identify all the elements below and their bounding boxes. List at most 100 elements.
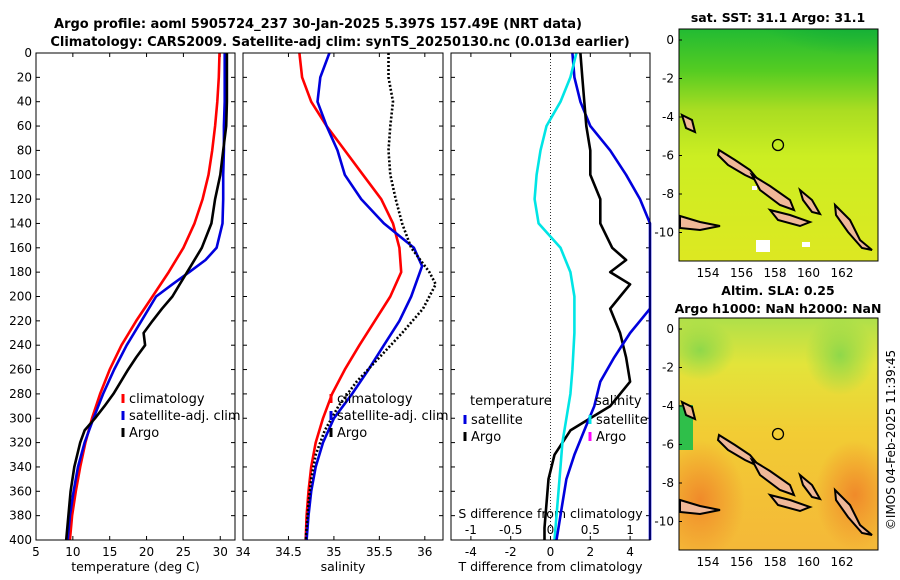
y-tick-label: 340	[9, 460, 32, 474]
map-x-tick-label: 154	[697, 266, 720, 280]
x-axis-label: T difference from climatology	[457, 559, 643, 574]
sst-map-ticks: 154 156 158 160 162 0 -2 -4 -6 -8 -10	[654, 33, 853, 280]
legend-label: Argo	[471, 430, 501, 445]
series-line-climatology	[298, 52, 403, 541]
x-tick-label: 36	[417, 545, 432, 559]
legend-label: Argo	[337, 426, 367, 441]
island-shape	[767, 493, 813, 513]
island-shape	[716, 148, 761, 183]
x-axis-label: temperature (deg C)	[71, 559, 200, 574]
series-line-salinity-argo	[555, 307, 652, 541]
map-x-tick-label: 162	[831, 555, 854, 569]
map-y-tick-label: -10	[654, 226, 674, 240]
island-shape	[680, 113, 697, 134]
y-tick-label: 0	[24, 46, 32, 60]
secondary-axis-label: S difference from climatology	[458, 506, 643, 521]
map-y-tick-label: 0	[666, 33, 674, 47]
y-tick-label: 120	[9, 192, 32, 206]
map-y-tick-label: -6	[662, 149, 674, 163]
y-tick-label: 40	[17, 95, 32, 109]
sst-map-warm-region	[690, 29, 878, 105]
sla-map: Altim. SLA: 0.25 Argo h1000: NaN h2000: …	[654, 283, 882, 569]
sla-map-coastlines	[679, 400, 873, 536]
island-shape	[679, 498, 721, 516]
y-tick-label: 280	[9, 387, 32, 401]
y-tick-label: 320	[9, 436, 32, 450]
sla-map-low-anomaly	[805, 318, 875, 395]
y-tick-label: 360	[9, 484, 32, 498]
title-line-2: Climatology: CARS2009. Satellite-adj cli…	[50, 35, 629, 50]
y-tick-label: 380	[9, 509, 32, 523]
plot-frame	[242, 52, 444, 541]
plot-frame	[450, 52, 651, 541]
island-shape	[749, 457, 796, 497]
plot-frame	[35, 52, 236, 541]
x-tick-label: 20	[139, 545, 154, 559]
x-tick-label: 34.5	[275, 545, 302, 559]
y-tick-label: 220	[9, 314, 32, 328]
map-y-tick-label: 0	[666, 322, 674, 336]
sla-float-marker	[771, 427, 785, 441]
y-tick-label: 260	[9, 363, 32, 377]
series-line-argo	[64, 53, 229, 541]
sla-map-high-anomaly	[679, 440, 745, 550]
secondary-tick-label: 0.5	[581, 523, 600, 537]
plot-background	[243, 53, 443, 540]
x-tick-label: 10	[65, 545, 80, 559]
series-line-satellite-adj-clim	[305, 52, 424, 541]
series-line-argo	[304, 53, 437, 541]
legend-label: Argo	[596, 430, 626, 445]
secondary-tick-label: 0	[547, 523, 555, 537]
map-y-tick-label: -10	[654, 515, 674, 529]
series-line-temperature-satellite	[571, 52, 652, 540]
island-shape	[798, 187, 823, 216]
x-tick-label: -4	[465, 545, 477, 559]
x-tick-label: 15	[102, 545, 117, 559]
secondary-tick-label: -1	[465, 523, 477, 537]
legend-header: salinity	[595, 394, 642, 409]
y-tick-label: 60	[17, 119, 32, 133]
legend-label: Argo	[129, 426, 159, 441]
salinity-panel: 34 34.5 35 35.5 36 salinity climatology satelli…	[235, 52, 449, 574]
y-tick-label: 100	[9, 168, 32, 182]
y-tick-label: 400	[9, 533, 32, 547]
island-shape	[798, 472, 823, 501]
x-tick-label: 2	[586, 545, 594, 559]
map-y-tick-label: -8	[662, 187, 674, 201]
y-tick-label: 180	[9, 265, 32, 279]
sla-map-high-anomaly	[815, 440, 878, 550]
y-tick-label: 300	[9, 411, 32, 425]
x-axis-label: salinity	[321, 559, 366, 574]
sla-map-ticks: 154 156 158 160 162 0 -2 -4 -6 -8 -10	[654, 322, 853, 569]
sla-map-frame	[678, 317, 879, 551]
map-y-tick-label: -8	[662, 476, 674, 490]
map-y-tick-label: -2	[662, 361, 674, 375]
map-x-tick-label: 154	[697, 555, 720, 569]
legend-label: satellite	[596, 413, 648, 428]
map-x-tick-label: 156	[730, 266, 753, 280]
x-tick-label: 30	[213, 545, 228, 559]
sst-map-cloud-mask	[756, 240, 770, 252]
map-x-tick-label: 158	[764, 555, 787, 569]
x-tick-label: -2	[505, 545, 517, 559]
map-x-tick-label: 158	[764, 266, 787, 280]
y-tick-label: 20	[17, 70, 32, 84]
legend-label: satellite-adj. clim	[337, 409, 449, 424]
island-shape	[767, 208, 813, 228]
x-tick-label: 4	[626, 545, 634, 559]
x-tick-label: 25	[176, 545, 191, 559]
map-x-tick-label: 160	[797, 555, 820, 569]
plot-background	[36, 53, 235, 540]
difference-panel: -4 -2 0 2 4T difference from climatology S di…	[450, 52, 652, 574]
x-tick-label: 5	[32, 545, 40, 559]
y-tick-label: 200	[9, 290, 32, 304]
sla-map-title-2: Argo h1000: NaN h2000: NaN	[675, 301, 882, 316]
legend-label: climatology	[129, 392, 205, 407]
y-tick-label: 160	[9, 241, 32, 255]
title-line-1: Argo profile: aoml 5905724_237 30-Jan-20…	[54, 17, 582, 32]
sst-map-cloud-mask	[802, 242, 810, 247]
map-y-tick-label: -4	[662, 110, 674, 124]
sst-map-title: sat. SST: 31.1 Argo: 31.1	[691, 10, 865, 25]
map-y-tick-label: -6	[662, 438, 674, 452]
